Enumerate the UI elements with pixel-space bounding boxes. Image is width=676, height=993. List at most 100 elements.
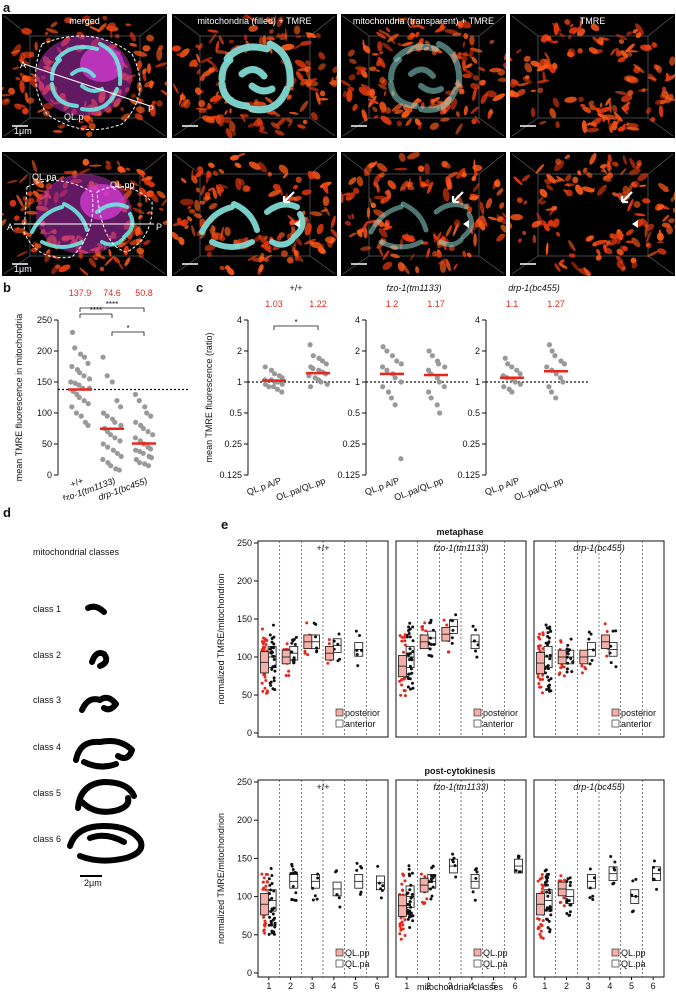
tmre-signal <box>462 41 466 48</box>
tmre-signal <box>10 49 21 54</box>
arrowhead <box>632 220 638 228</box>
tmre-signal <box>34 243 42 249</box>
tmre-signal <box>317 97 329 101</box>
tmre-signal <box>34 41 38 51</box>
tmre-signal <box>387 180 397 190</box>
significance-bracket <box>79 307 145 312</box>
tmre-signal <box>89 116 94 123</box>
data-point <box>547 919 551 923</box>
image-tmre-top: TMRE <box>510 14 675 138</box>
tmre-signal <box>381 198 385 205</box>
data-point <box>548 905 552 909</box>
scale-bar-label: 1μm <box>14 264 32 274</box>
tmre-signal <box>540 200 547 205</box>
data-point <box>410 681 414 685</box>
tmre-signal <box>180 177 187 184</box>
box-edge <box>173 255 201 275</box>
tmre-signal <box>366 207 371 219</box>
data-point <box>655 887 659 891</box>
tmre-signal <box>363 227 368 239</box>
tmre-signal <box>555 121 560 129</box>
data-point <box>261 880 265 884</box>
tmre-signal <box>651 42 658 48</box>
data-point <box>294 871 298 875</box>
data-point <box>136 398 142 404</box>
data-point <box>293 642 297 646</box>
tmre-signal <box>657 248 667 255</box>
data-point <box>411 914 415 918</box>
tmre-signal <box>633 201 641 208</box>
data-point <box>145 463 152 469</box>
arrowhead <box>294 220 300 228</box>
tmre-signal <box>348 232 357 238</box>
data-point <box>272 889 276 893</box>
mitochondrion <box>460 211 474 240</box>
tmre-signal <box>453 263 458 270</box>
tmre-signal <box>207 187 214 192</box>
row-title: post-cytokinesis <box>424 766 495 776</box>
tmre-signal <box>469 35 475 46</box>
mitochondrion <box>50 58 62 81</box>
x-tick-label: 2 <box>564 981 569 991</box>
data-point <box>354 629 358 633</box>
data-point <box>428 395 434 401</box>
tmre-signal <box>397 42 402 46</box>
data-point <box>68 379 74 385</box>
data-point <box>537 647 541 651</box>
data-point <box>420 625 424 629</box>
data-point <box>568 883 572 887</box>
data-point <box>264 642 268 646</box>
tmre-signal <box>392 103 404 112</box>
tmre-signal <box>272 14 277 26</box>
data-point <box>548 657 552 661</box>
tmre-signal <box>513 176 523 186</box>
y-tick-label: 0.25 <box>462 439 480 449</box>
tmre-signal <box>376 184 380 193</box>
tmre-signal <box>348 74 356 81</box>
data-point <box>408 909 412 913</box>
data-point <box>118 453 124 459</box>
tmre-signal <box>310 211 323 217</box>
tmre-signal <box>622 155 627 165</box>
tmre-signal <box>57 124 66 129</box>
tmre-signal <box>364 168 369 176</box>
y-tick-label: 200 <box>237 815 252 825</box>
tmre-signal <box>564 183 575 187</box>
data-point <box>445 623 449 627</box>
tmre-signal <box>630 257 637 264</box>
cell-outline <box>23 180 94 259</box>
tmre-signal <box>341 191 344 204</box>
panel-label-a: a <box>3 0 11 15</box>
x-tick-label: 3 <box>310 981 315 991</box>
tmre-signal <box>620 50 629 59</box>
tmre-signal <box>218 169 225 174</box>
data-point <box>580 671 584 675</box>
tmre-signal <box>631 181 637 188</box>
mitochondrion <box>238 66 268 80</box>
tmre-signal <box>597 184 607 196</box>
data-point <box>474 649 478 653</box>
data-point <box>434 402 440 408</box>
data-point <box>540 923 544 927</box>
x-tick-label: 4 <box>331 981 336 991</box>
data-point <box>545 626 549 630</box>
data-point <box>566 643 570 647</box>
tmre-signal <box>279 33 288 41</box>
data-point <box>358 892 362 896</box>
tmre-signal <box>591 122 597 128</box>
data-point <box>270 882 274 886</box>
data-point <box>105 444 111 450</box>
x-tick-label: 4 <box>469 981 474 991</box>
data-point <box>315 897 319 901</box>
data-point <box>429 897 433 901</box>
data-point <box>78 413 84 419</box>
data-point <box>518 870 522 874</box>
data-point <box>142 404 148 410</box>
tmre-signal <box>554 160 565 171</box>
axis-line <box>23 63 151 107</box>
data-point <box>290 641 294 645</box>
category-label: QL.pa/QL.pp <box>393 475 445 500</box>
data-point <box>403 643 407 647</box>
arrowhead <box>463 220 469 228</box>
mean-value: 1.1 <box>506 299 519 309</box>
